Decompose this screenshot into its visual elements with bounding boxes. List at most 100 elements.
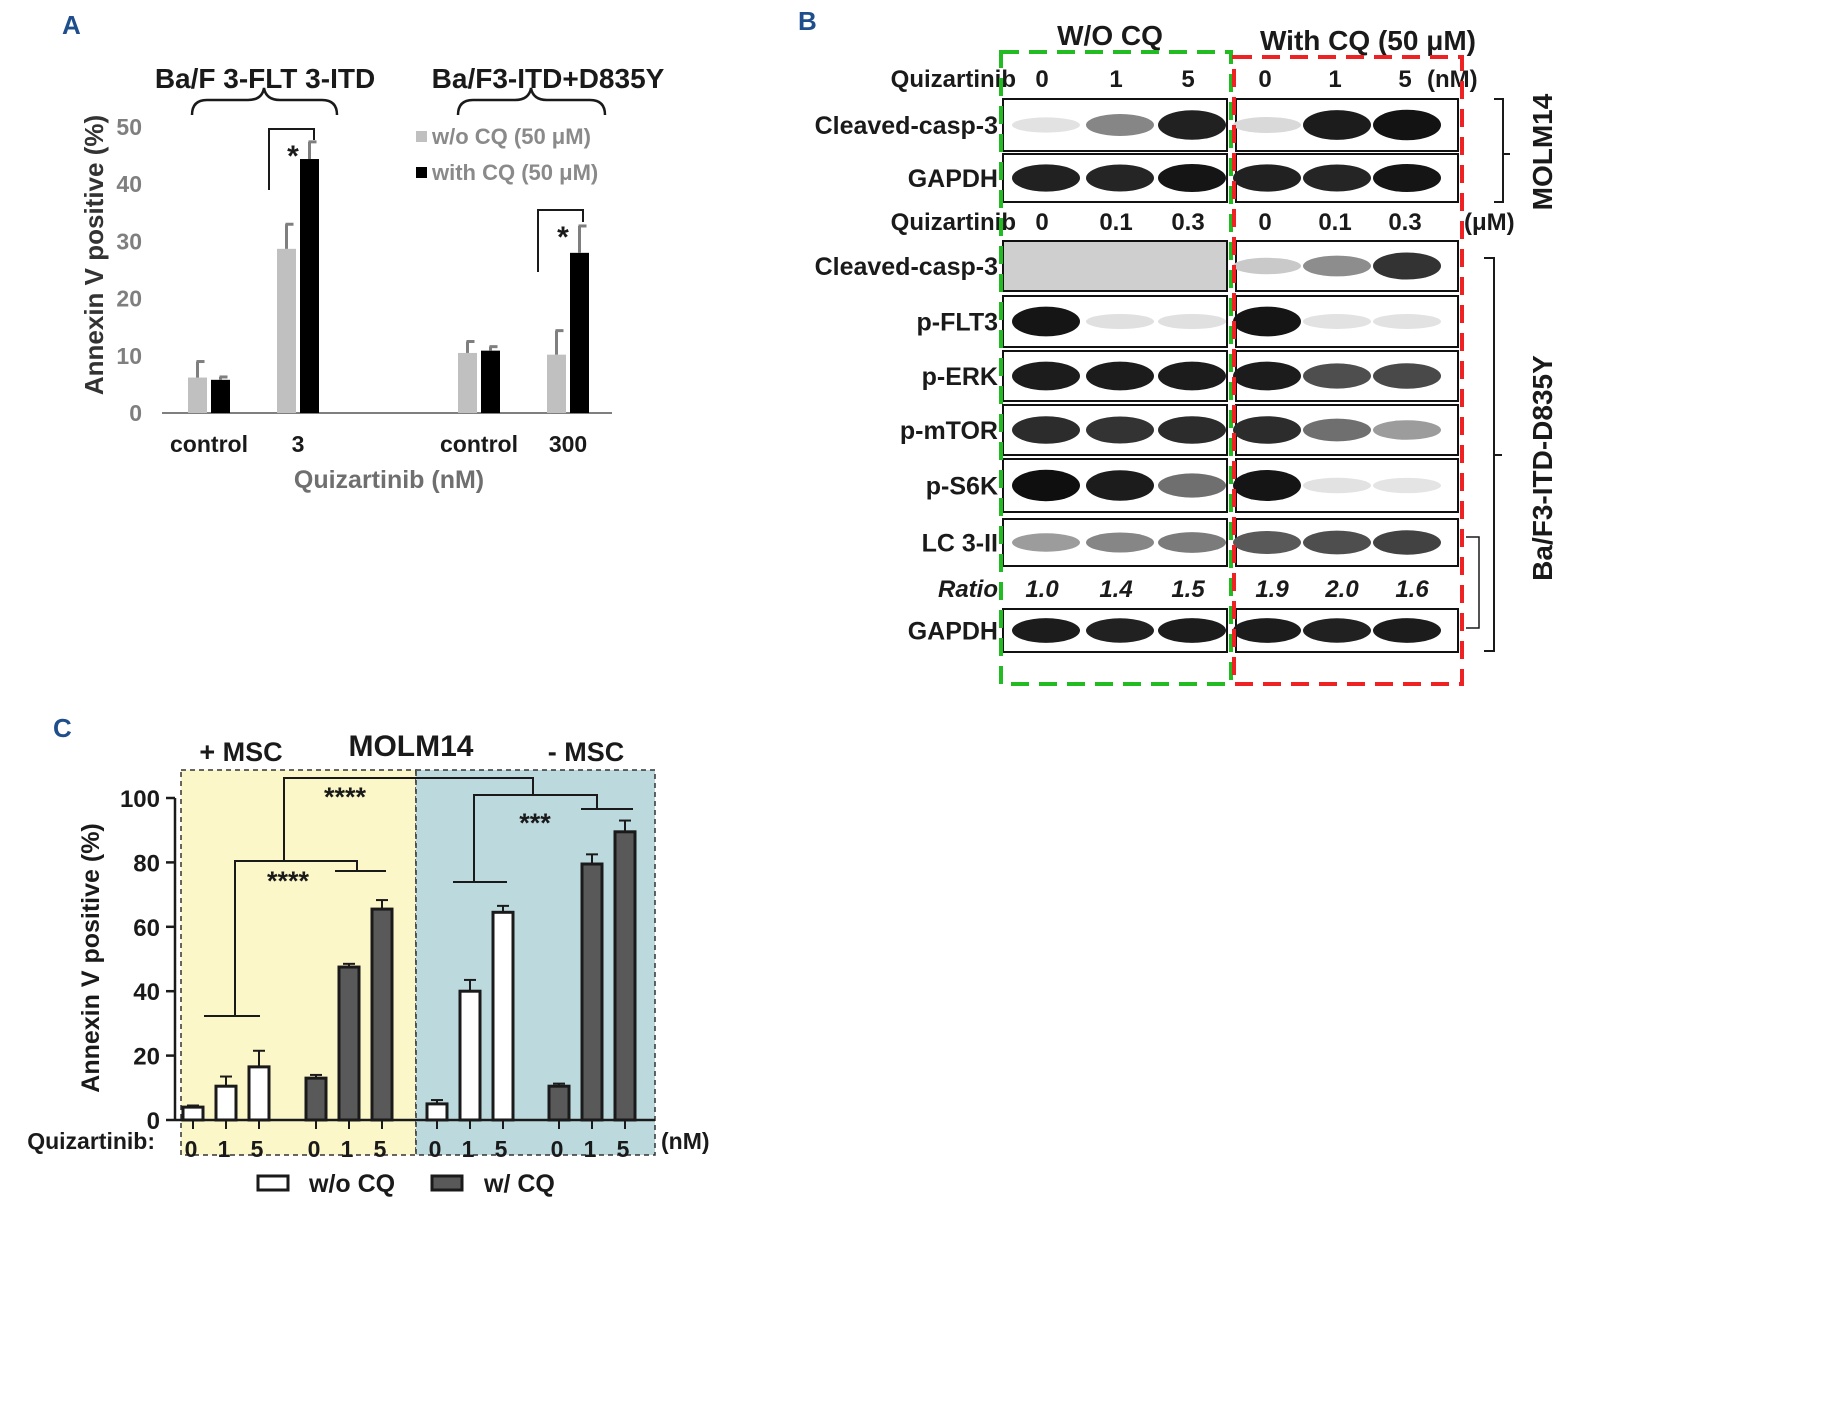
molm14-cleaved-casp3-row-band-3 — [1233, 117, 1301, 133]
panel-c-ytick-0: 0 — [147, 1108, 160, 1135]
bar-c-2 — [247, 1065, 271, 1122]
panel-c-xtick-4: 1 — [341, 1136, 354, 1162]
ratio-label: Ratio — [938, 576, 998, 603]
baf3-row-4-band-3 — [1233, 470, 1301, 501]
bar-c-5 — [370, 907, 394, 1122]
bar-c-3 — [304, 1076, 328, 1122]
panel-b-letter: B — [798, 6, 817, 36]
baf3-row-5: LC 3-II — [922, 518, 1459, 567]
baf3-doses-4: 0.1 — [1318, 209, 1351, 236]
legend-c-swatch-wo-cq — [256, 1174, 290, 1192]
sig-label-c-msc: **** — [324, 782, 367, 812]
panel-a-bars — [188, 140, 589, 413]
baf3-row-2-band-1 — [1086, 361, 1154, 391]
sig-bracket-a-flt3 — [268, 128, 315, 190]
sig-bracket-c-msc — [283, 777, 534, 861]
sig-label-c-plus-msc: **** — [267, 866, 310, 896]
plus-msc-label: + MSC — [199, 737, 282, 767]
baf3-doses-5: 0.3 — [1388, 209, 1421, 236]
panel-c-xtick-3: 0 — [308, 1136, 321, 1162]
baf3-row-1-band-3 — [1233, 306, 1301, 337]
without-cq-box — [999, 50, 1233, 686]
bar-a-s1-c2 — [481, 350, 500, 413]
molm14-gapdh-row-band-4 — [1303, 164, 1371, 192]
baf3-row-4-band-1 — [1086, 470, 1154, 501]
legend-a-label-wo-cq: w/o CQ (50 μM) — [431, 124, 591, 149]
baf3-row-0-band-5 — [1373, 252, 1441, 280]
baf3-row-1-band-4 — [1303, 314, 1371, 329]
panel-a: A Ba/F 3-FLT 3-ITD Ba/F3-ITD+D835Y Annex… — [62, 10, 665, 494]
baf3-row-1-band-1 — [1086, 313, 1154, 330]
bar-c-7 — [458, 989, 482, 1122]
bar-c-0 — [181, 1105, 205, 1122]
baf3-row-3: p-mTOR — [900, 404, 1459, 456]
sig-bracket-a-d835y — [537, 209, 584, 272]
baf3-doses-2: 0.3 — [1171, 209, 1204, 236]
panel-c-xaxis-prefix: Quizartinib: — [27, 1128, 155, 1154]
bar-c-6 — [425, 1102, 449, 1122]
brace-itd-d835y — [456, 87, 607, 116]
baf3-row-3-band-2 — [1158, 416, 1226, 444]
baf3-row-5-band-0 — [1012, 533, 1080, 552]
baf3-gapdh-row-label: GAPDH — [908, 618, 998, 646]
baf3-gapdh-row: GAPDH — [908, 608, 1459, 653]
panel-c-xtick-9: 0 — [551, 1136, 564, 1162]
baf3-row-5-band-1 — [1086, 532, 1154, 553]
panel-a-ytick-4: 40 — [116, 171, 142, 197]
panel-c-title: MOLM14 — [348, 730, 473, 763]
molm14-cleaved-casp3-row-band-2 — [1158, 110, 1226, 140]
panel-c-ylabel: Annexin V positive (%) — [77, 823, 105, 1092]
panel-c-xtick-10: 1 — [584, 1136, 597, 1162]
baf3-row-0-membrane-left — [1002, 240, 1228, 292]
panel-c-ytick-5: 100 — [120, 786, 160, 813]
baf3-row-1-band-2 — [1158, 313, 1226, 330]
panel-c-ytick-3: 60 — [133, 915, 160, 942]
molm14-gapdh-row-band-1 — [1086, 164, 1154, 192]
bar-a-s1-c0 — [211, 379, 230, 413]
bar-c-1 — [214, 1084, 238, 1122]
baf3-doses-1: 0.1 — [1099, 209, 1132, 236]
legend-c-label-w-cq: w/ CQ — [483, 1170, 555, 1198]
sig-label-a-d835y: * — [557, 221, 569, 254]
molm14-dose-values: 0 1 5 0 1 5 — [1035, 66, 1411, 93]
molm14-gapdh-row-band-5 — [1373, 163, 1441, 193]
baf3-row-2-band-5 — [1373, 363, 1441, 389]
panel-c-xtick-2: 5 — [251, 1136, 264, 1162]
molm14-doses-1: 1 — [1109, 66, 1122, 93]
baf3-row-1-band-5 — [1373, 314, 1441, 329]
panel-c-ytick-4: 80 — [133, 850, 160, 877]
panel-c-xtick-5: 5 — [374, 1136, 387, 1162]
baf3-row-4-band-0 — [1012, 469, 1080, 502]
baf3-row-4-label: p-S6K — [926, 473, 998, 501]
panel-c-letter: C — [53, 713, 72, 743]
baf3-row-1: p-FLT3 — [917, 295, 1459, 348]
panel-c-xaxis-unit: (nM) — [661, 1128, 710, 1154]
molm14-doses-3: 0 — [1258, 66, 1271, 93]
bar-a-s0-c1 — [277, 248, 296, 413]
baf3-row-3-band-5 — [1373, 420, 1441, 440]
legend-a-label-with-cq: with CQ (50 μM) — [431, 160, 598, 185]
baf3-gapdh-row-band-2 — [1158, 618, 1226, 643]
molm14-bracket — [1494, 98, 1510, 203]
ratio-value-5: 1.6 — [1395, 576, 1429, 603]
with-cq-box — [1232, 55, 1464, 686]
baf3-dose-unit: (μM) — [1464, 209, 1515, 236]
baf3-doses-0: 0 — [1035, 209, 1048, 236]
molm14-doses-4: 1 — [1328, 66, 1341, 93]
panel-a-ytick-5: 50 — [116, 114, 142, 140]
bar-a-s0-c2 — [458, 352, 477, 413]
molm14-cleaved-casp3-row-band-5 — [1373, 109, 1441, 141]
western-blot: Cleaved-casp-3 GAPDH Cleaved-casp-3 p-FLT3 p… — [815, 98, 1459, 653]
baf3-row-2-band-3 — [1233, 361, 1301, 391]
legend-c-label-wo-cq: w/o CQ — [308, 1170, 395, 1198]
ratio-values: 1.0 1.4 1.5 1.9 2.0 1.6 — [1025, 576, 1429, 603]
baf3-row-5-band-3 — [1233, 531, 1301, 554]
baf3-row-3-band-0 — [1012, 416, 1080, 444]
bar-a-s0-c3 — [547, 354, 566, 413]
baf3-row-5-label: LC 3-II — [922, 530, 998, 558]
ratio-value-4: 2.0 — [1324, 576, 1359, 603]
panel-a-xtick-1: 3 — [292, 431, 305, 457]
baf3-row-0-band-4 — [1303, 255, 1371, 277]
panel-a-xtick-2: control — [440, 431, 518, 457]
